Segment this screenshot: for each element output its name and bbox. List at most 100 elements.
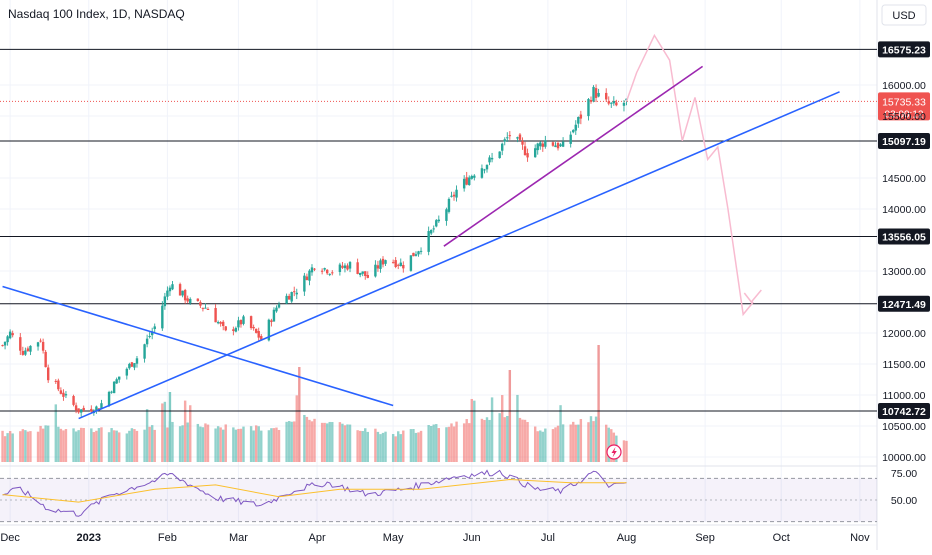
volume-bar (260, 430, 263, 462)
time-tick-label: 2023 (77, 532, 101, 544)
candle-body (171, 284, 174, 290)
candle-body (252, 326, 255, 329)
candle-body (6, 336, 9, 343)
volume-bar (556, 425, 560, 462)
volume-bar (518, 417, 522, 462)
volume-bar (74, 431, 78, 462)
volume-bar (112, 430, 116, 462)
candle-body (112, 381, 116, 394)
volume-bar (257, 426, 260, 462)
volume-bar (206, 424, 210, 462)
volume-bar (561, 424, 565, 462)
time-tick-label: Jun (463, 532, 481, 544)
candle-body (201, 307, 205, 309)
volume-bar (161, 403, 164, 462)
currency-button[interactable]: USD (881, 4, 927, 26)
projection-arrowhead (743, 289, 762, 304)
volume-bar (26, 431, 30, 462)
candle-body (409, 255, 413, 271)
candle-body (82, 407, 85, 411)
volume-bar (541, 431, 545, 462)
candle-body (391, 262, 395, 264)
candle-body (254, 328, 258, 333)
volume-bar (379, 434, 382, 462)
volume-bar (328, 421, 331, 462)
candle-body (508, 135, 512, 137)
candle-body (506, 137, 509, 139)
replay-lightning-icon[interactable] (606, 444, 622, 460)
volume-bar (574, 424, 577, 462)
volume-bar (290, 421, 293, 462)
rsi-tick-label: 75.00 (891, 468, 917, 480)
candle-body (561, 141, 565, 147)
volume-bar (419, 430, 423, 462)
candle-body (348, 262, 352, 269)
time-axis[interactable]: Dec 2023 Feb Mar Apr May Jun Jul Aug Sep Oct Nov (0, 532, 870, 544)
candle-body (559, 144, 562, 147)
volume-bar (506, 415, 509, 462)
candle-body (219, 322, 222, 324)
volume-bar (348, 424, 352, 462)
volume-bar (323, 422, 326, 462)
candle-body (178, 284, 182, 296)
volume-bar (554, 427, 557, 462)
candle-body (417, 251, 420, 255)
level-label-bg (878, 132, 930, 149)
level-label: 13556.05 (882, 232, 926, 244)
candle-body (44, 351, 47, 368)
projection-line (625, 33, 754, 317)
volume-bar (97, 428, 101, 462)
volume-bar (8, 431, 12, 462)
candle-body (24, 350, 27, 355)
volume-bar (224, 424, 227, 462)
candle-body (77, 408, 80, 413)
candle-body (107, 391, 111, 406)
time-tick-label: Nov (850, 532, 870, 544)
candle-body (239, 319, 243, 325)
candle-body (285, 295, 288, 304)
candle-body (277, 304, 281, 308)
price-axis[interactable]: 16575.23 15097.19 13556.05 12471.49 10742.72… (878, 41, 930, 507)
time-tick-label: Sep (695, 532, 715, 544)
candle-body (118, 376, 121, 380)
volume-bar (358, 430, 362, 462)
volume-bar (11, 433, 14, 462)
volume-bar (57, 426, 60, 462)
candle-body (295, 292, 298, 295)
candle-body (257, 331, 260, 338)
candle-body (310, 267, 314, 273)
candle-body (308, 270, 311, 281)
candle-body (605, 92, 608, 100)
price-tick-label: 11000.00 (882, 390, 925, 402)
volume-bar (488, 419, 491, 462)
volume-bar (135, 430, 139, 462)
volume-bar (77, 430, 80, 462)
candle-body (270, 320, 273, 323)
candle-body (242, 316, 245, 324)
candle-body (607, 101, 610, 104)
candle-body (554, 145, 557, 148)
rsi-line (2, 469, 627, 517)
trendlines[interactable] (2, 65, 840, 420)
volume-bar (391, 434, 395, 462)
candle-body (473, 175, 476, 178)
candle-body (450, 195, 453, 197)
candle-body (574, 124, 577, 131)
volume-bar (470, 398, 473, 462)
candle-body (181, 290, 184, 296)
candle-body (343, 265, 347, 269)
candle-body (224, 326, 227, 331)
currency-label[interactable]: USD (892, 10, 915, 22)
volume-bar (551, 429, 555, 462)
candle-body (366, 275, 369, 278)
horizontal-levels[interactable] (0, 48, 877, 412)
candle-body (551, 142, 555, 146)
volume-bar (64, 429, 68, 462)
candle-body (72, 396, 75, 405)
candle-body (572, 130, 575, 133)
volume-bar (163, 401, 167, 462)
volume-bar (19, 431, 22, 462)
volume-bar (239, 428, 243, 462)
